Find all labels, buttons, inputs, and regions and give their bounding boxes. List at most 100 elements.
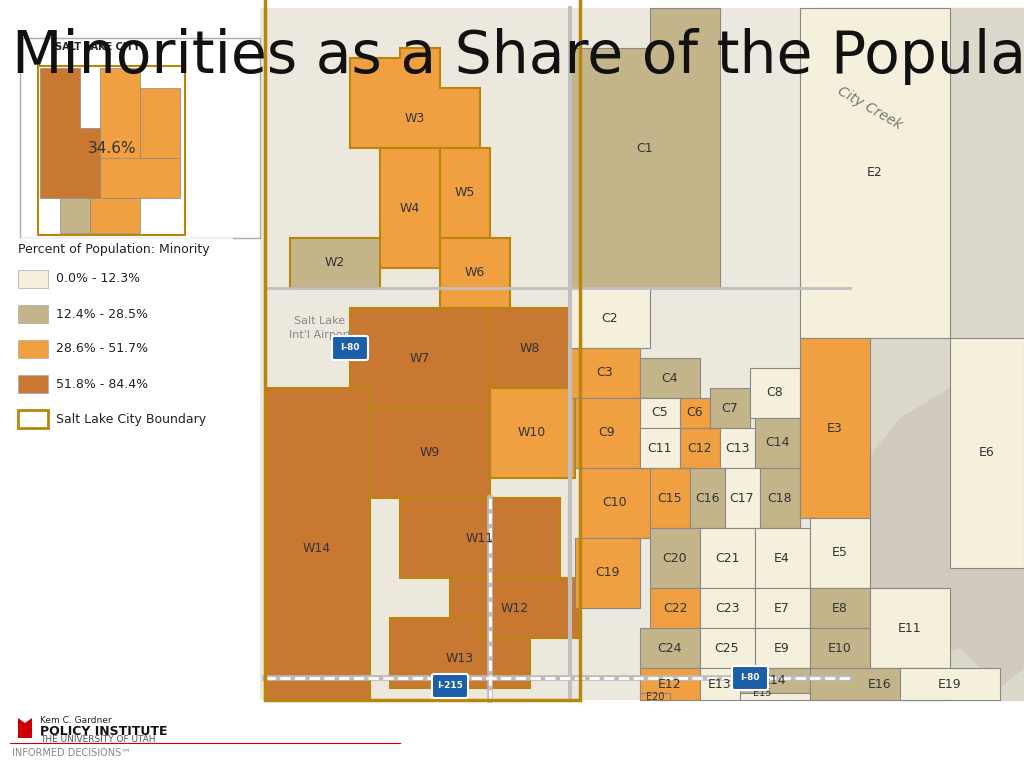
Polygon shape [640, 358, 700, 398]
Bar [18, 340, 48, 358]
Bar [18, 375, 48, 393]
Text: C15: C15 [657, 492, 682, 505]
FancyBboxPatch shape [732, 666, 768, 690]
Polygon shape [870, 588, 950, 668]
Text: C6: C6 [687, 406, 703, 419]
Text: C9: C9 [599, 426, 615, 439]
Polygon shape [755, 588, 810, 628]
Text: E12: E12 [658, 677, 682, 690]
Polygon shape [100, 158, 180, 198]
Text: C19: C19 [595, 567, 620, 580]
Polygon shape [490, 388, 575, 478]
Text: I-80: I-80 [340, 343, 359, 352]
Polygon shape [810, 518, 870, 588]
Text: E13: E13 [709, 677, 732, 690]
Polygon shape [755, 528, 810, 588]
Text: Percent of Population: Minority: Percent of Population: Minority [18, 243, 210, 256]
Polygon shape [40, 68, 100, 198]
Polygon shape [490, 308, 570, 388]
Text: C23: C23 [715, 601, 739, 614]
Bar [13, 238, 233, 438]
Text: C17: C17 [730, 492, 755, 505]
Text: C11: C11 [648, 442, 672, 455]
Polygon shape [580, 468, 650, 538]
Text: E14: E14 [763, 674, 786, 687]
Polygon shape [950, 338, 1024, 568]
Polygon shape [755, 418, 800, 468]
Text: E11: E11 [898, 621, 922, 634]
Text: C12: C12 [688, 442, 713, 455]
Text: C4: C4 [662, 372, 678, 385]
Text: C5: C5 [651, 406, 669, 419]
Polygon shape [690, 468, 725, 528]
Polygon shape [570, 8, 720, 288]
Polygon shape [700, 528, 755, 588]
Polygon shape [640, 693, 670, 700]
Bar [18, 305, 48, 323]
Text: C21: C21 [715, 551, 739, 564]
Polygon shape [700, 588, 755, 628]
Polygon shape [100, 68, 140, 178]
Polygon shape [350, 48, 480, 148]
Text: C13: C13 [725, 442, 750, 455]
Polygon shape [570, 348, 640, 398]
Bar [260, 8, 1024, 700]
Polygon shape [810, 588, 870, 628]
Text: C16: C16 [694, 492, 719, 505]
Text: Kem C. Gardner: Kem C. Gardner [40, 716, 112, 725]
Bar [20, 38, 260, 238]
Polygon shape [60, 198, 90, 233]
Text: Minorities as a Share of the Population: Minorities as a Share of the Population [12, 28, 1024, 85]
Text: W7: W7 [410, 352, 430, 365]
Text: E6: E6 [979, 446, 995, 459]
Text: W6: W6 [465, 266, 485, 280]
Text: C10: C10 [603, 496, 628, 509]
Text: W2: W2 [325, 257, 345, 270]
Polygon shape [740, 668, 810, 693]
Text: C20: C20 [663, 551, 687, 564]
Text: SALT LAKE CITY: SALT LAKE CITY [55, 42, 140, 52]
Polygon shape [570, 288, 650, 348]
Polygon shape [680, 398, 710, 428]
Text: C14: C14 [765, 436, 790, 449]
FancyBboxPatch shape [18, 410, 48, 428]
Polygon shape [760, 468, 800, 528]
Polygon shape [575, 398, 640, 468]
Polygon shape [640, 668, 700, 700]
Text: C3: C3 [597, 366, 613, 379]
Text: 0.0% - 12.3%: 0.0% - 12.3% [56, 273, 140, 286]
Polygon shape [700, 628, 755, 668]
Text: I-80: I-80 [740, 673, 760, 681]
Polygon shape [680, 428, 720, 468]
Polygon shape [740, 693, 810, 700]
Polygon shape [725, 468, 760, 528]
Text: E20: E20 [646, 692, 665, 702]
Text: E9: E9 [774, 641, 790, 654]
Polygon shape [18, 718, 32, 738]
Text: W14: W14 [303, 541, 331, 554]
Polygon shape [450, 578, 580, 638]
Text: 34.6%: 34.6% [88, 141, 136, 156]
Polygon shape [370, 408, 490, 498]
Polygon shape [800, 8, 950, 338]
Text: E5: E5 [833, 547, 848, 560]
Polygon shape [820, 8, 1024, 700]
Text: C2: C2 [602, 312, 618, 325]
Text: C7: C7 [722, 402, 738, 415]
Polygon shape [440, 238, 510, 308]
Polygon shape [650, 468, 690, 528]
Text: C18: C18 [768, 492, 793, 505]
Polygon shape [700, 668, 740, 700]
Text: THE UNIVERSITY OF UTAH: THE UNIVERSITY OF UTAH [40, 735, 156, 744]
Text: W4: W4 [400, 201, 420, 214]
Polygon shape [810, 628, 870, 668]
Text: 51.8% - 84.4%: 51.8% - 84.4% [56, 378, 148, 390]
Polygon shape [750, 368, 800, 418]
Text: C24: C24 [657, 641, 682, 654]
Text: INFORMED DECISIONS™: INFORMED DECISIONS™ [12, 748, 131, 758]
Polygon shape [140, 88, 180, 158]
Polygon shape [810, 668, 950, 700]
Text: E3: E3 [827, 422, 843, 435]
Text: W11: W11 [466, 531, 494, 545]
Polygon shape [720, 428, 755, 468]
